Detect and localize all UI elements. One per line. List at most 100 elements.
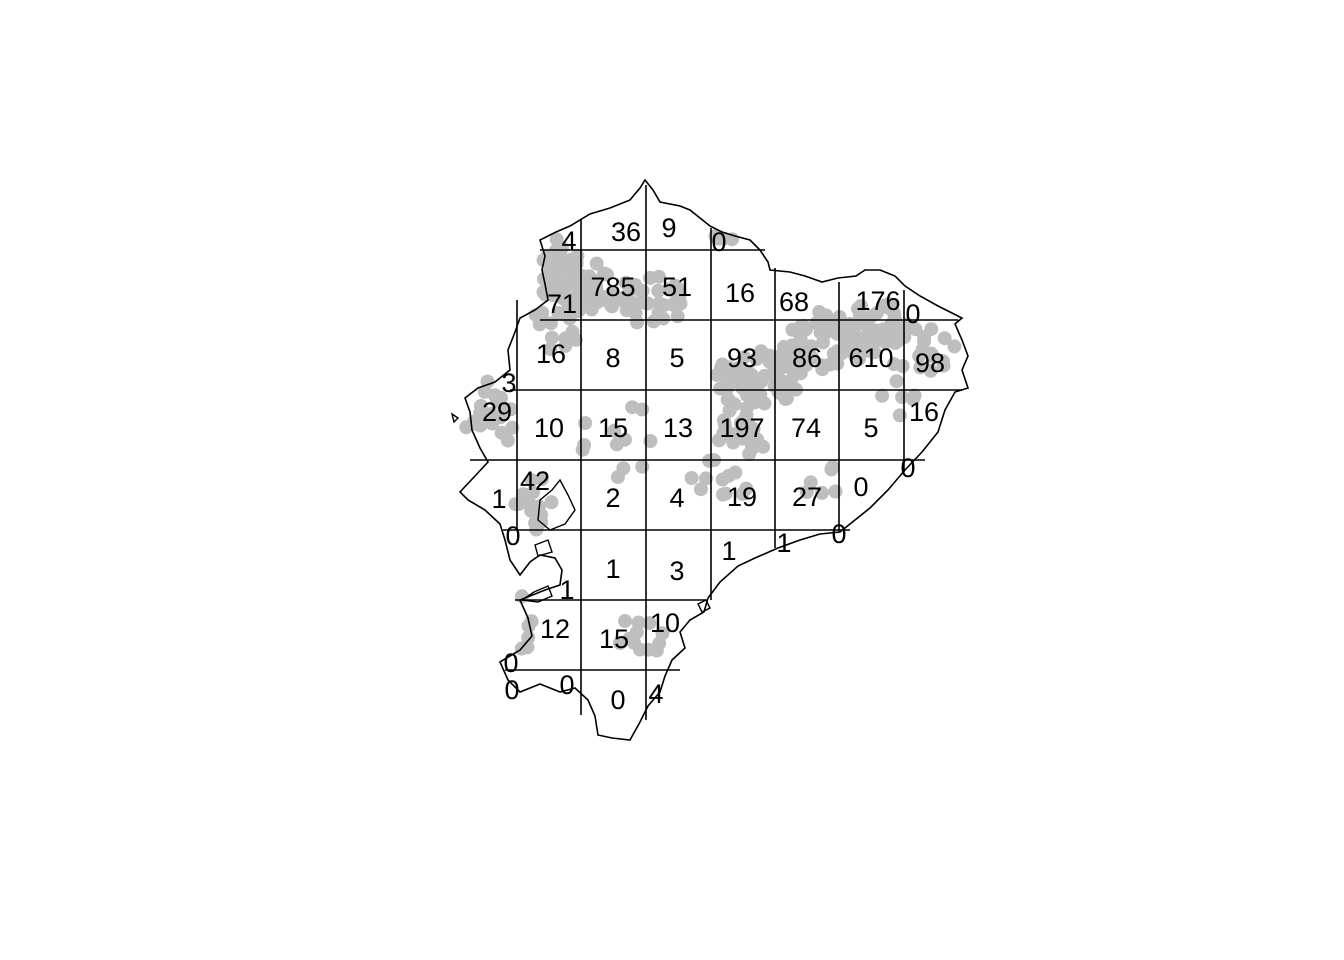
cell-count: 29 [482,397,512,427]
occurrence-point [569,256,584,271]
occurrence-point [824,462,839,477]
occurrence-point [936,358,951,373]
cell-count: 15 [599,624,629,654]
occurrence-point [728,465,743,480]
cell-count: 0 [900,453,915,483]
occurrence-point [889,374,904,389]
cell-count: 0 [504,675,519,705]
occurrence-point [666,281,681,296]
occurrence-point [655,626,670,641]
cell-count: 4 [561,226,576,256]
occurrence-point [490,389,505,404]
occurrence-point [886,357,901,372]
occurrence-point [532,309,547,324]
cell-count: 610 [848,343,893,373]
occurrence-point [947,339,962,354]
cell-count: 71 [547,289,577,319]
occurrence-point [521,630,536,645]
occurrence-point [718,422,733,436]
cell-count: 0 [610,685,625,715]
occurrence-point [803,475,818,490]
occurrence-point [720,373,735,388]
occurrence-point [737,350,752,365]
occurrence-point [625,400,640,415]
occurrence-point [643,434,658,448]
cell-count: 12 [540,614,570,644]
occurrence-point [607,423,622,438]
occurrence-point [524,473,539,488]
occurrence-point [618,432,632,447]
occurrence-point [741,417,756,432]
occurrence-point [549,232,564,247]
cell-counts: 4 36 9 0 71 785 51 16 68 176 0 16 8 5 93… [482,213,945,715]
cell-count: 0 [505,521,520,551]
cell-count: 98 [915,348,945,378]
occurrence-point [473,399,488,413]
cell-count: 1 [559,575,574,605]
occurrence-point [804,339,819,354]
cell-count: 3 [501,368,516,398]
cell-count: 36 [611,217,641,247]
occurrence-point [543,342,558,356]
occurrence-point [712,433,726,448]
country-outline [458,178,970,741]
cell-count: 93 [727,343,757,373]
cell-count: 1 [776,528,791,558]
occurrence-point [852,314,867,329]
occurrence-point [544,330,559,345]
occurrence-point [884,298,898,313]
cell-count: 42 [520,466,550,496]
occurrence-point [907,388,922,403]
cell-count: 0 [559,670,574,700]
occurrence-point [575,269,590,284]
occurrence-point [828,484,843,499]
cell-count: 0 [711,227,726,257]
occurrence-point [572,280,587,294]
occurrence-point [815,485,829,500]
occurrence-point [754,394,769,409]
cell-count: 15 [598,413,628,443]
occurrence-point [917,334,931,349]
cell-count: 0 [503,648,518,678]
occurrence-point [631,615,646,630]
cell-count: 1 [491,484,506,514]
occurrence-point [887,311,902,326]
cell-count: 785 [590,272,635,302]
cell-count: 4 [648,679,663,709]
occurrence-point [816,335,830,350]
occurrence-point [718,486,733,501]
cell-count: 5 [669,343,684,373]
occurrence-point [619,303,634,318]
cell-count: 19 [727,482,757,512]
occurrence-point [643,270,658,285]
occurrence-point [710,367,724,382]
occurrence-point [656,298,671,313]
occurrence-point [895,322,910,337]
occurrence-point [739,388,754,402]
occurrence-point [635,459,650,474]
occurrence-point [572,303,586,318]
cell-count: 1 [605,554,620,584]
occurrence-point [875,388,890,403]
occurrence-point [484,406,498,421]
occurrence-point [558,331,573,346]
occurrence-point [830,356,845,371]
occurrence-point [864,322,879,337]
occurrence-point [693,482,708,497]
occurrence-point [575,442,590,457]
occurrence-point [795,352,810,367]
occurrence-point [684,471,699,485]
occurrence-point [589,256,604,271]
occurrence-point [635,283,650,298]
occurrence-point [597,266,612,281]
occurrence-point [839,335,854,350]
cell-count: 4 [669,483,684,513]
cell-count: 8 [605,343,620,373]
occurrence-point [735,486,750,501]
cell-count: 0 [905,299,920,329]
cell-count: 197 [719,413,764,443]
occurrence-point [729,427,744,442]
occurrence-point [796,318,811,333]
occurrence-point [886,333,900,348]
